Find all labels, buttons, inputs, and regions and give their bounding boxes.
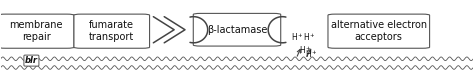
Text: H$^+$: H$^+$ bbox=[303, 31, 316, 43]
FancyBboxPatch shape bbox=[328, 14, 429, 48]
Text: H$^+$: H$^+$ bbox=[291, 31, 304, 43]
Text: membrane
repair: membrane repair bbox=[9, 20, 63, 42]
Text: H$^+$: H$^+$ bbox=[305, 49, 318, 60]
FancyBboxPatch shape bbox=[74, 14, 150, 48]
FancyBboxPatch shape bbox=[193, 13, 281, 46]
Text: blr: blr bbox=[25, 56, 38, 65]
Text: β-lactamase: β-lactamase bbox=[207, 25, 267, 35]
FancyBboxPatch shape bbox=[0, 14, 74, 48]
Text: fumarate
transport: fumarate transport bbox=[89, 20, 135, 42]
Text: alternative electron
acceptors: alternative electron acceptors bbox=[331, 20, 427, 42]
Text: H$^+$: H$^+$ bbox=[299, 44, 312, 56]
